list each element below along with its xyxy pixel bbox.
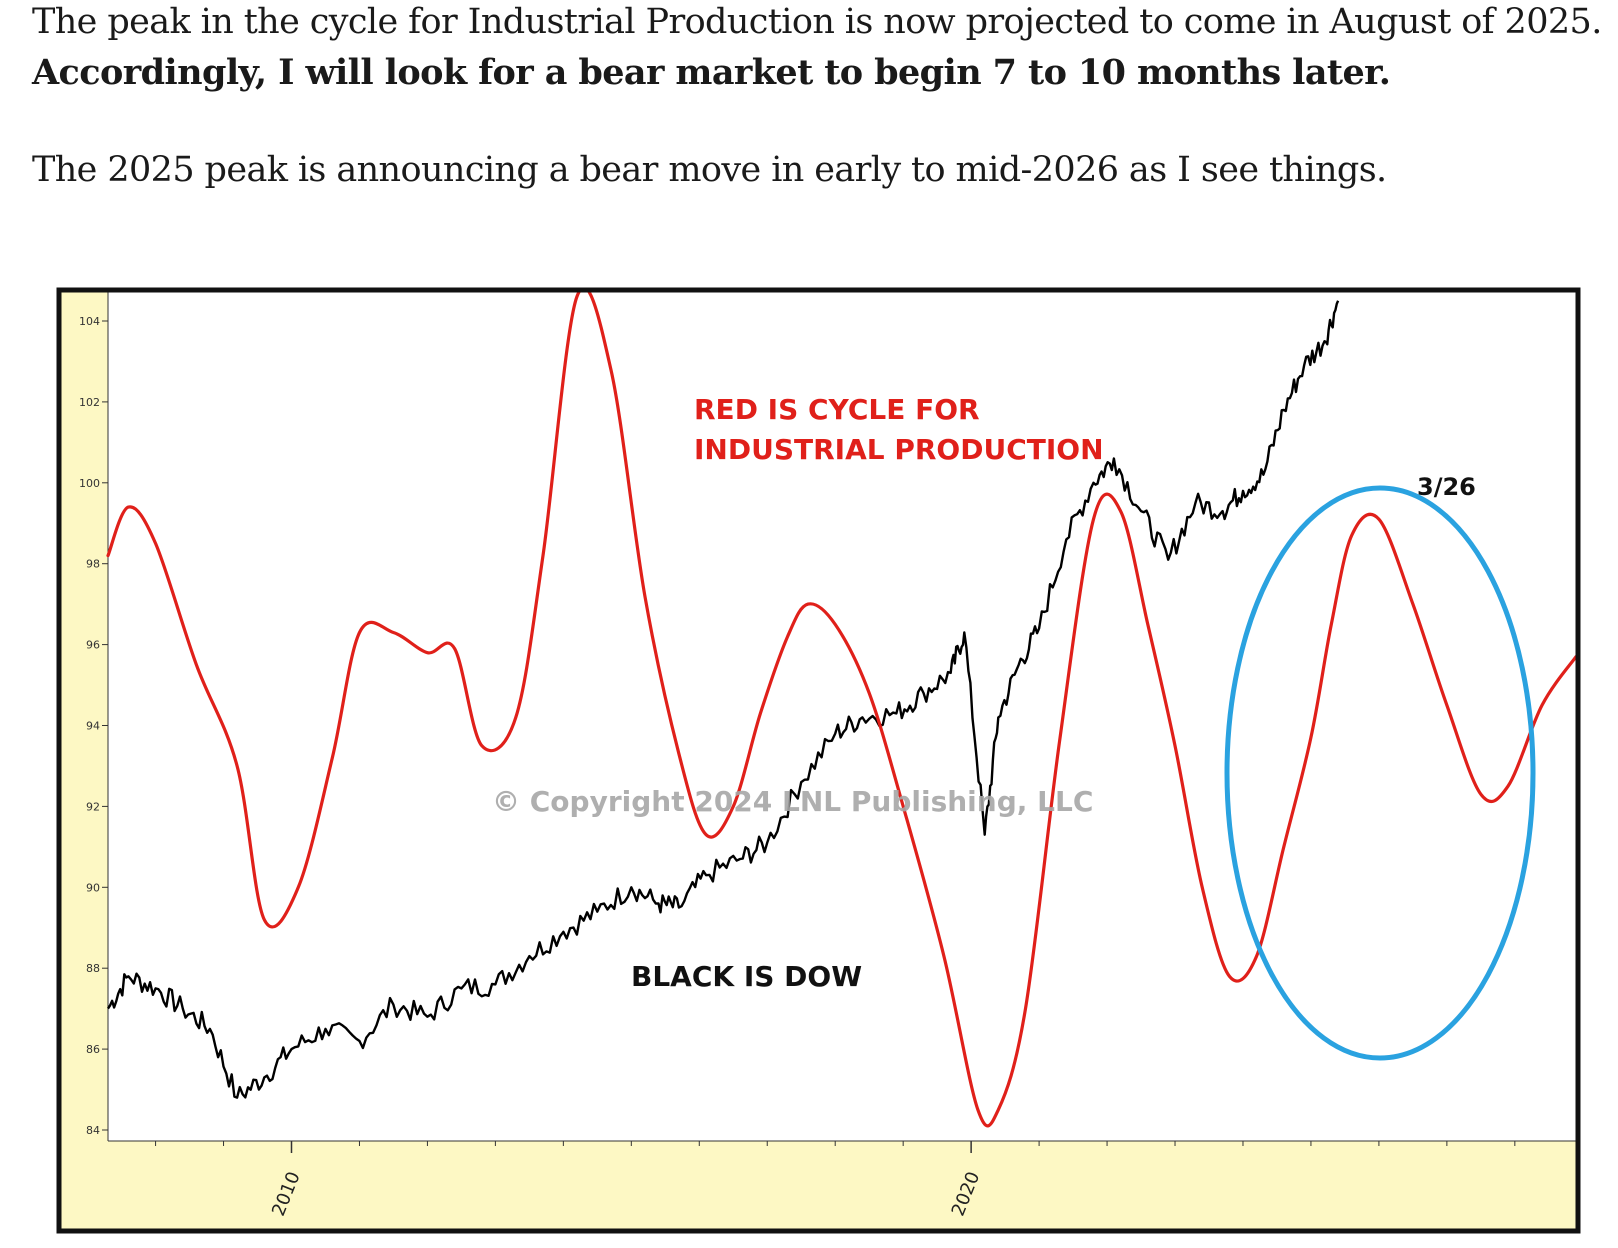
dow-label: BLACK IS DOW	[631, 960, 862, 993]
y-tick-label: 96	[86, 639, 100, 652]
y-axis-ticks: 84 86 88 90 92 94 96 98 100 102 104	[79, 315, 108, 1137]
copyright-watermark: © Copyright 2024 LNL Publishing, LLC	[492, 785, 1093, 818]
cycle-label-line-2: INDUSTRIAL PRODUCTION	[694, 433, 1104, 466]
y-tick-label: 100	[79, 477, 100, 490]
y-tick-label: 84	[86, 1124, 100, 1137]
peak-marker-label: 3/26	[1417, 473, 1476, 501]
cycle-label-line-1: RED IS CYCLE FOR	[694, 393, 980, 426]
article-line-3: The 2025 peak is announcing a bear move …	[32, 150, 1387, 190]
dow-series-line	[107, 300, 1340, 1099]
y-tick-label: 104	[79, 315, 100, 328]
y-tick-label: 86	[86, 1043, 100, 1056]
plot-series	[106, 292, 1576, 1128]
left-axis-panel	[60, 291, 108, 1230]
y-tick-label: 102	[79, 396, 100, 409]
article-line-1: The peak in the cycle for Industrial Pro…	[32, 2, 1602, 42]
article-line-2-bold: Accordingly, I will look for a bear mark…	[32, 52, 1391, 93]
y-tick-label: 98	[86, 558, 100, 571]
y-tick-label: 94	[86, 720, 100, 733]
plot-area	[108, 291, 1576, 1141]
y-tick-label: 92	[86, 800, 100, 813]
highlight-ellipse	[1224, 485, 1536, 1061]
bottom-axis-panel	[60, 1141, 1576, 1230]
cycle-series-line	[106, 292, 1576, 1128]
chart-frame	[56, 287, 1581, 1234]
y-tick-label: 88	[86, 962, 100, 975]
y-tick-label: 90	[86, 881, 100, 894]
